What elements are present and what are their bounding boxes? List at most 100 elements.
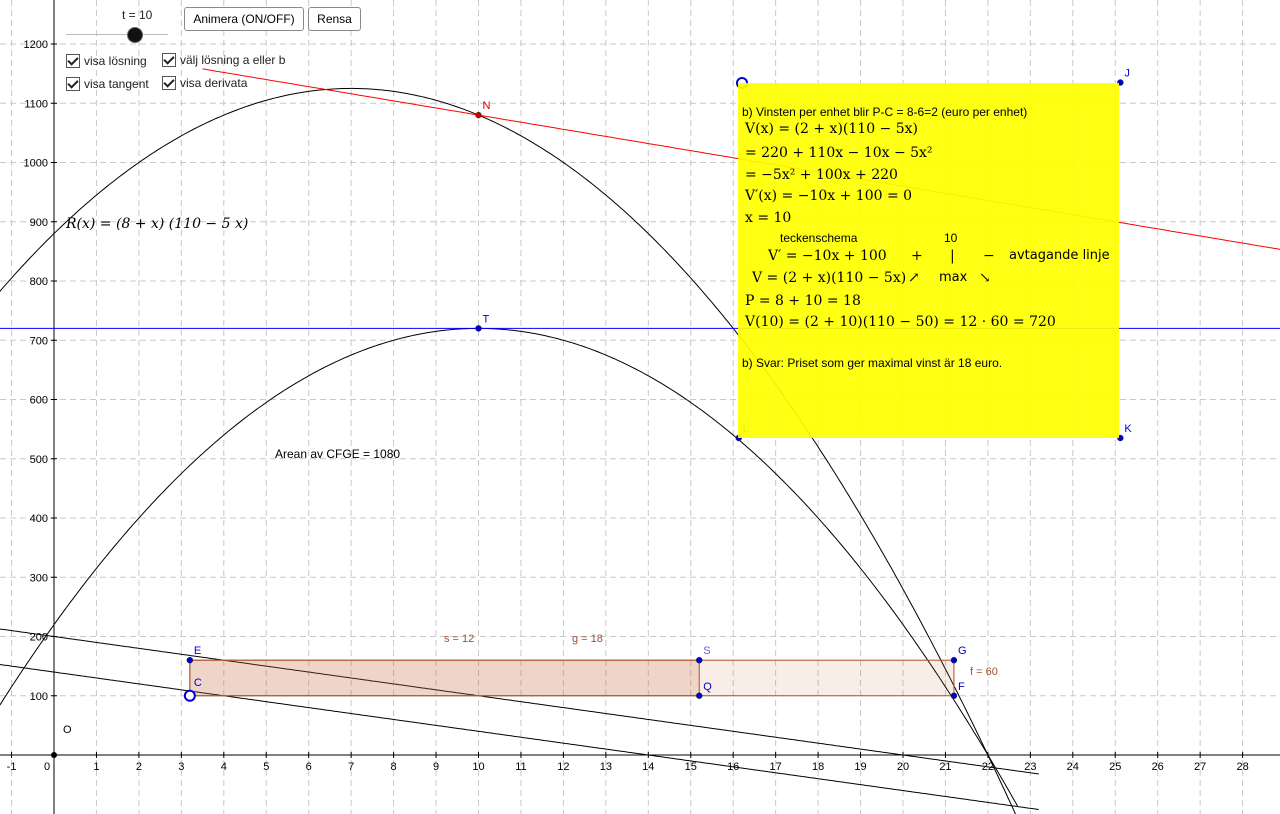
point-F xyxy=(950,692,958,699)
checkbox-icon[interactable] xyxy=(66,54,80,68)
schema-vprime: V′ = −10x + 100 xyxy=(768,248,887,264)
profit-curve xyxy=(0,327,1019,807)
x-tick-label: -1 xyxy=(7,761,17,773)
checkbox-icon[interactable] xyxy=(66,77,80,91)
checkbox-visa-derivata[interactable]: visa derivata xyxy=(162,75,247,91)
schema-minus: − xyxy=(983,248,995,264)
schema-max: max xyxy=(939,270,968,285)
point-label-S: S xyxy=(703,645,710,657)
x-tick-label: 15 xyxy=(685,761,697,773)
checkbox-label: visa derivata xyxy=(180,76,248,90)
x-tick-label: 23 xyxy=(1024,761,1036,773)
cost-line-1 xyxy=(0,628,1039,775)
point-label-N: N xyxy=(483,100,491,112)
slider-knob[interactable] xyxy=(127,27,143,43)
solution-line-1: b) Vinsten per enhet blir P-C = 8-6=2 (e… xyxy=(742,105,1028,119)
x-tick-label: 13 xyxy=(600,761,612,773)
x-tick-label: 14 xyxy=(642,761,654,773)
y-tick-label: 100 xyxy=(30,691,48,703)
point-label-K: K xyxy=(1124,423,1132,435)
rect-cfge xyxy=(189,659,955,697)
revenue-curve xyxy=(0,87,1016,814)
point-label-E: E xyxy=(194,645,201,657)
y-tick-label: 300 xyxy=(30,572,48,584)
y-tick-label: 1200 xyxy=(24,39,48,51)
x-tick-label: 9 xyxy=(433,761,439,773)
solution-line-v10: V(10) = (2 + 10)(110 − 50) = 12 · 60 = 7… xyxy=(745,314,1056,330)
point-Q xyxy=(695,692,703,699)
x-tick-label: 3 xyxy=(178,761,184,773)
schema-v: V = (2 + x)(110 − 5x) xyxy=(752,270,907,286)
x-tick-label: 0 xyxy=(44,761,50,773)
schema-up-arrow: ↗ xyxy=(908,270,920,286)
checkbox-icon[interactable] xyxy=(162,76,176,90)
slider-track[interactable] xyxy=(66,34,168,35)
y-tick-label: 500 xyxy=(30,454,48,466)
y-tick-label: 800 xyxy=(30,276,48,288)
area-label: Arean av CFGE = 1080 xyxy=(275,447,401,461)
checkbox-icon[interactable] xyxy=(162,53,176,67)
solution-line-6: x = 10 xyxy=(745,210,792,226)
x-tick-label: 5 xyxy=(263,761,269,773)
label-f: f = 60 xyxy=(970,666,998,678)
y-tick-label: 1000 xyxy=(24,158,48,170)
x-tick-label: 28 xyxy=(1236,761,1248,773)
y-tick-label: 700 xyxy=(30,335,48,347)
checkbox-label: välj lösning a eller b xyxy=(180,53,286,67)
schema-line: avtagande linje xyxy=(1009,248,1110,263)
x-tick-label: 12 xyxy=(557,761,569,773)
y-tick-label: 1100 xyxy=(24,98,48,110)
checkbox-label: visa tangent xyxy=(84,77,149,91)
label-s: s = 12 xyxy=(444,633,475,645)
clear-button[interactable]: Rensa xyxy=(308,7,361,31)
point-label-J: J xyxy=(1124,68,1130,80)
origin-label: O xyxy=(63,724,72,736)
x-tick-label: 20 xyxy=(897,761,909,773)
checkbox-visa-tangent[interactable]: visa tangent xyxy=(66,76,149,92)
x-tick-label: 4 xyxy=(221,761,227,773)
x-tick-label: 10 xyxy=(472,761,484,773)
y-tick-label: 400 xyxy=(30,513,48,525)
solution-answer: b) Svar: Priset som ger maximal vinst är… xyxy=(742,356,1003,370)
schema-plus: + xyxy=(911,248,923,264)
x-tick-label: 21 xyxy=(939,761,951,773)
schema-title: teckenschema xyxy=(780,231,858,245)
x-tick-label: 24 xyxy=(1067,761,1079,773)
schema-bar: | xyxy=(950,248,955,264)
x-tick-label: 25 xyxy=(1109,761,1121,773)
x-tick-label: 19 xyxy=(854,761,866,773)
x-tick-label: 11 xyxy=(515,761,526,773)
slider-label: t = 10 xyxy=(122,8,153,22)
point-N xyxy=(475,111,482,119)
x-tick-label: 26 xyxy=(1152,761,1164,773)
rect-cqse xyxy=(189,659,700,697)
y-tick-label: 600 xyxy=(30,395,48,407)
point-label-G: G xyxy=(958,645,967,657)
x-tick-label: 8 xyxy=(391,761,397,773)
point-label-F: F xyxy=(958,681,965,693)
x-tick-label: 18 xyxy=(812,761,824,773)
solution-panel xyxy=(738,83,1119,438)
point-label-T: T xyxy=(483,313,490,325)
x-tick-label: 7 xyxy=(348,761,354,773)
function-label: R(x) = (8 + x) (110 − 5 x) xyxy=(66,216,249,232)
point-G xyxy=(950,656,958,664)
label-g: g = 18 xyxy=(572,633,603,645)
checkbox-visa-losning[interactable]: visa lösning xyxy=(66,53,147,69)
cost-line-2 xyxy=(0,663,1039,810)
solution-line-4: = −5x² + 100x + 220 xyxy=(745,167,898,183)
checkbox-label: visa lösning xyxy=(84,54,147,68)
solution-line-5: V′(x) = −10x + 100 = 0 xyxy=(745,188,913,204)
solution-line-p: P = 8 + 10 = 18 xyxy=(745,293,861,309)
x-tick-label: 27 xyxy=(1194,761,1206,773)
point-T xyxy=(475,325,482,332)
point-S xyxy=(695,656,703,664)
checkbox-valj-losning[interactable]: välj lösning a eller b xyxy=(162,52,285,68)
schema-down-arrow: ↘ xyxy=(979,270,991,286)
animate-button[interactable]: Animera (ON/OFF) xyxy=(184,7,304,31)
point-C xyxy=(183,689,196,702)
y-tick-label: 900 xyxy=(30,217,48,229)
solution-line-2: V(x) = (2 + x)(110 − 5x) xyxy=(745,121,918,137)
